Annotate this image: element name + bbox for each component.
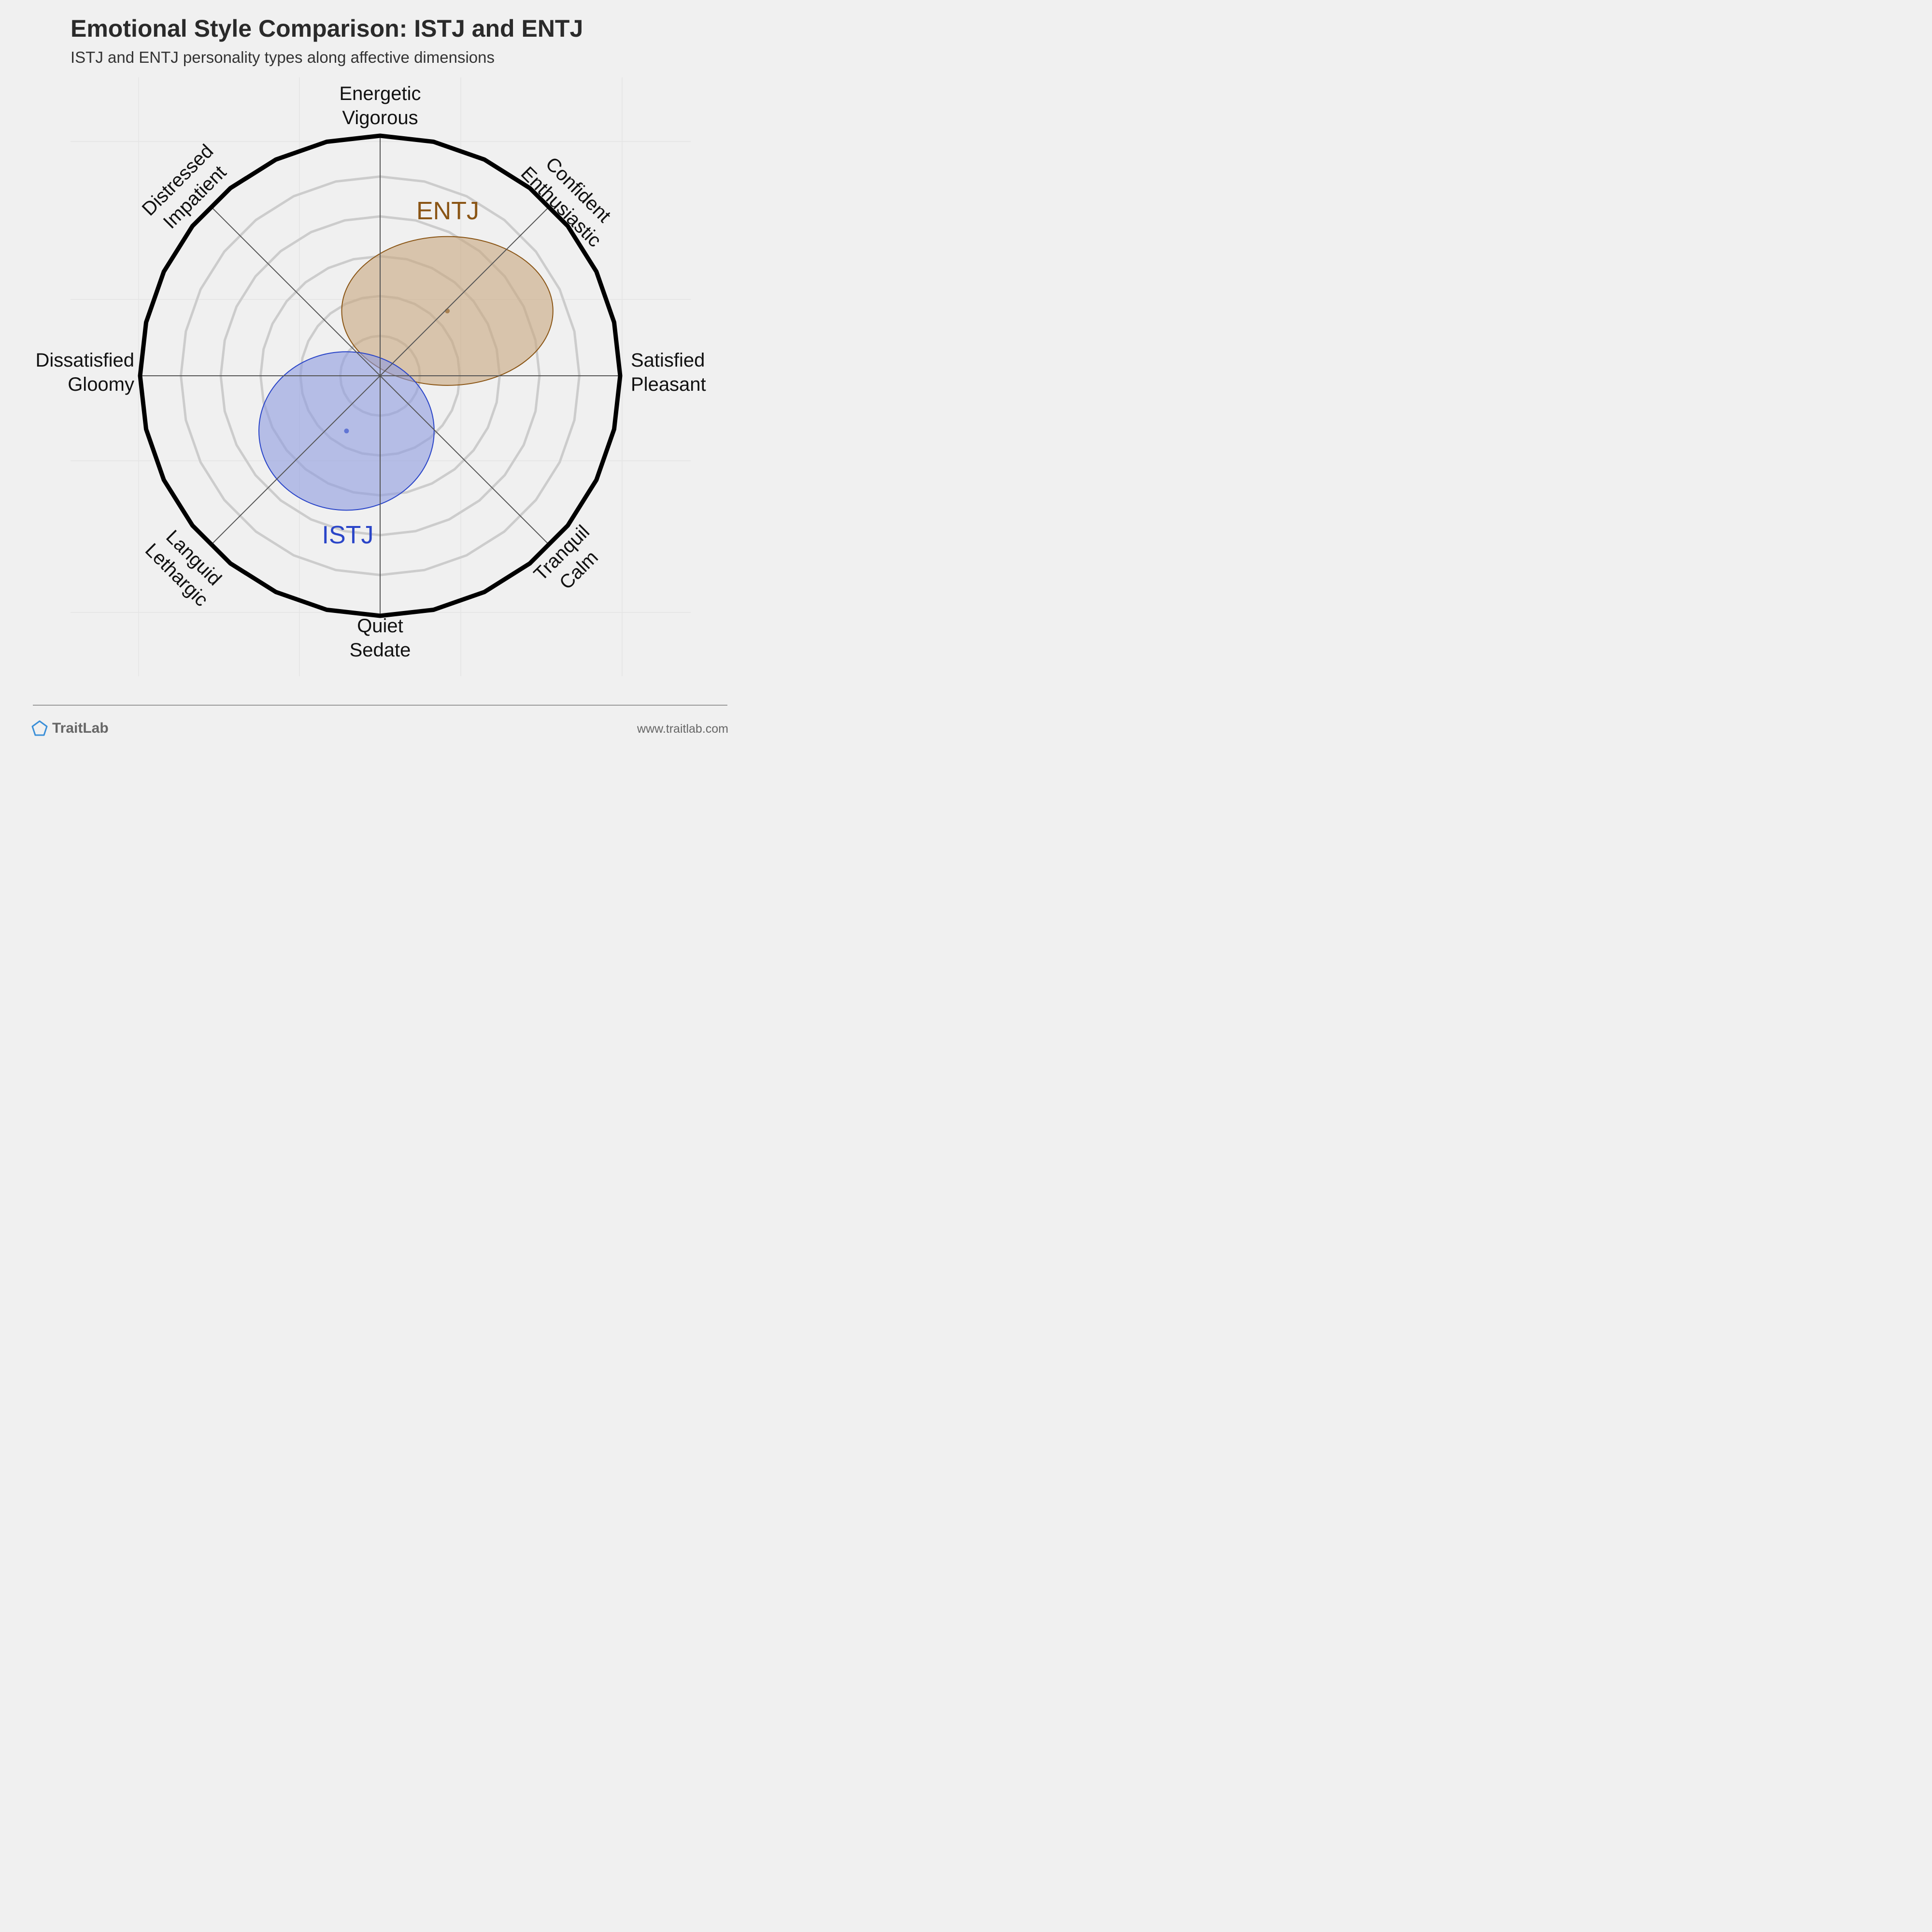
axis-label-text: Satisfied Pleasant bbox=[631, 350, 706, 395]
axis-label-line: Quiet bbox=[357, 615, 403, 637]
axis-label-satisfied: Satisfied Pleasant bbox=[631, 350, 706, 395]
outer-ring bbox=[138, 133, 623, 618]
axis-label-dissatisfied: Dissatisfied Gloomy bbox=[35, 350, 134, 395]
axis-label-text: ConfidentEnthusiastic bbox=[517, 145, 623, 251]
chart-title: Emotional Style Comparison: ISTJ and ENT… bbox=[71, 15, 583, 42]
brand-logo: TraitLab bbox=[31, 720, 109, 737]
istj-label: ISTJ bbox=[322, 521, 374, 549]
axis-label-text: Quiet Sedate bbox=[350, 615, 411, 661]
axis-label-line: Vigorous bbox=[342, 107, 418, 128]
axis-label-text: Energetic Vigorous bbox=[340, 83, 421, 128]
series-ellipses bbox=[258, 236, 554, 511]
axis-spoke-3 bbox=[210, 205, 551, 546]
axis-label-line: Satisfied bbox=[631, 350, 705, 371]
axis-label-line: Dissatisfied bbox=[35, 350, 134, 371]
istj-center-point bbox=[344, 428, 349, 434]
circumplex-chart: Energetic Vigorous ConfidentEnthusiastic Sa… bbox=[35, 77, 706, 676]
axis-label-line: Gloomy bbox=[68, 374, 134, 395]
axis-label-line: Pleasant bbox=[631, 374, 706, 395]
axis-label-tranquil: TranquilCalm bbox=[530, 521, 611, 602]
axis-label-distressed: DistressedImpatient bbox=[138, 141, 235, 237]
series-labels: ENTJ ISTJ bbox=[322, 197, 479, 549]
axis-label-energetic: Energetic Vigorous bbox=[340, 83, 421, 128]
entj-center-point bbox=[445, 308, 450, 313]
brand-name: TraitLab bbox=[52, 720, 109, 736]
axis-label-line: Sedate bbox=[350, 639, 411, 661]
axis-label-text: DistressedImpatient bbox=[138, 141, 235, 237]
footer-divider bbox=[33, 705, 727, 706]
pentagon-icon bbox=[31, 720, 48, 736]
axis-label-text: LanguidLethargic bbox=[141, 522, 229, 611]
axis-label-line: Energetic bbox=[340, 83, 421, 104]
axis-label-text: TranquilCalm bbox=[530, 521, 611, 602]
axis-label-quiet: Quiet Sedate bbox=[350, 615, 411, 661]
axis-label-text: Dissatisfied Gloomy bbox=[35, 350, 134, 395]
entj-label: ENTJ bbox=[416, 197, 479, 225]
axis-spokes bbox=[140, 136, 620, 616]
site-url: www.traitlab.com bbox=[637, 722, 728, 736]
axis-label-confident: ConfidentEnthusiastic bbox=[517, 145, 623, 251]
chart-subtitle: ISTJ and ENTJ personality types along af… bbox=[71, 48, 495, 66]
axis-label-languid: LanguidLethargic bbox=[141, 522, 229, 611]
outer-ring-polygon bbox=[138, 133, 623, 618]
